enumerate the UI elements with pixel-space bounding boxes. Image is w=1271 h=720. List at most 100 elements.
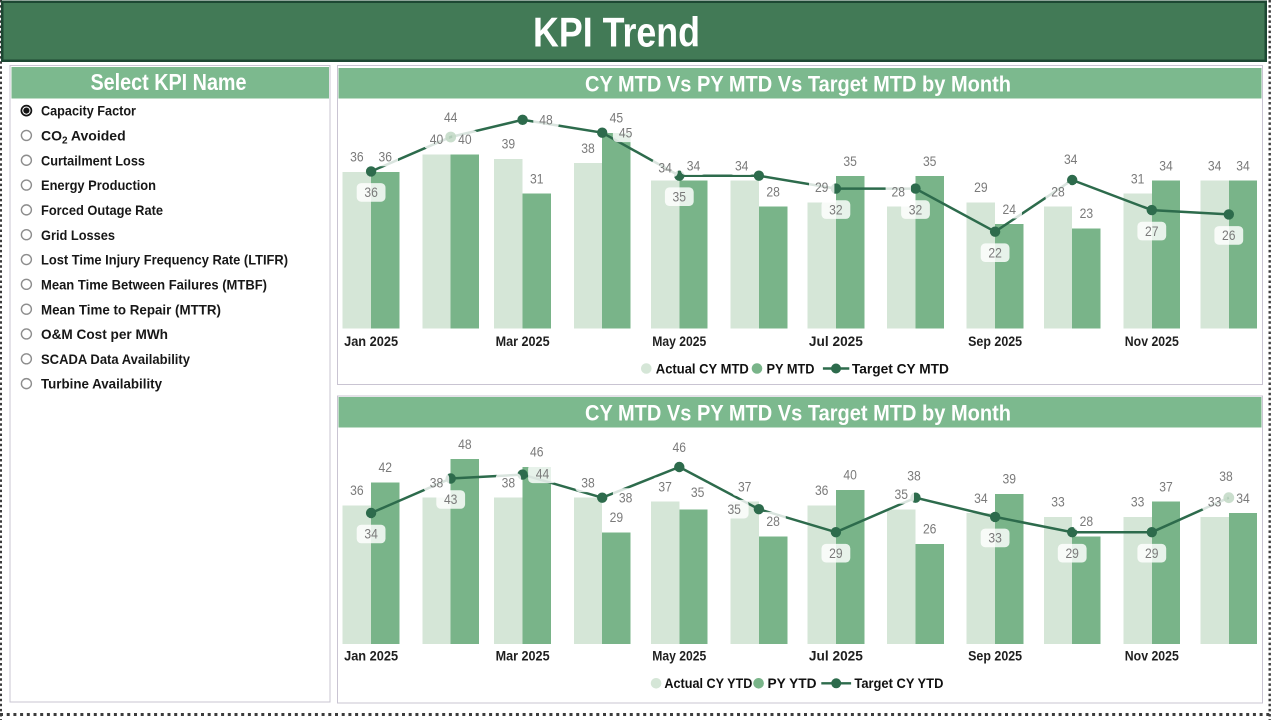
svg-text:39: 39	[1003, 472, 1017, 487]
svg-text:Mean Time Between Failures (MT: Mean Time Between Failures (MTBF)	[41, 276, 267, 292]
svg-text:40: 40	[843, 468, 857, 483]
svg-text:Capacity Factor: Capacity Factor	[41, 103, 136, 119]
svg-text:Select KPI Name: Select KPI Name	[91, 69, 247, 95]
svg-text:32: 32	[829, 202, 843, 217]
svg-text:29: 29	[610, 510, 624, 525]
svg-text:CY MTD Vs PY MTD Vs Target MTD: CY MTD Vs PY MTD Vs Target MTD by Month	[585, 401, 1011, 426]
svg-text:35: 35	[895, 487, 909, 502]
svg-text:36: 36	[350, 483, 364, 498]
svg-text:39: 39	[502, 137, 516, 152]
svg-text:Curtailment Loss: Curtailment Loss	[41, 152, 145, 168]
svg-text:29: 29	[1065, 546, 1079, 561]
svg-text:38: 38	[581, 475, 595, 490]
svg-text:40: 40	[458, 132, 472, 147]
svg-text:Target CY MTD: Target CY MTD	[852, 360, 949, 376]
svg-text:36: 36	[350, 150, 364, 165]
svg-text:34: 34	[687, 158, 701, 173]
svg-text:35: 35	[843, 154, 857, 169]
svg-text:32: 32	[909, 202, 923, 217]
svg-text:Sep 2025: Sep 2025	[968, 333, 1022, 349]
svg-text:43: 43	[444, 492, 458, 507]
svg-text:34: 34	[974, 491, 988, 506]
svg-text:33: 33	[1208, 495, 1222, 510]
svg-text:Mar 2025: Mar 2025	[496, 333, 550, 349]
svg-text:35: 35	[923, 154, 937, 169]
svg-text:34: 34	[1208, 158, 1222, 173]
svg-text:34: 34	[364, 527, 378, 542]
svg-text:46: 46	[530, 445, 544, 460]
svg-text:Target CY YTD: Target CY YTD	[854, 675, 943, 691]
svg-text:40: 40	[430, 132, 444, 147]
svg-text:34: 34	[1064, 152, 1078, 167]
svg-text:31: 31	[1131, 171, 1145, 186]
svg-text:31: 31	[530, 171, 544, 186]
svg-text:27: 27	[1145, 224, 1159, 239]
svg-text:Actual CY MTD: Actual CY MTD	[656, 360, 749, 376]
svg-text:Forced Outage Rate: Forced Outage Rate	[41, 202, 163, 218]
svg-text:Jul 2025: Jul 2025	[809, 333, 863, 349]
svg-text:Nov 2025: Nov 2025	[1125, 333, 1179, 349]
svg-text:28: 28	[766, 514, 780, 529]
svg-text:Mean Time to Repair (MTTR): Mean Time to Repair (MTTR)	[41, 301, 221, 317]
svg-text:36: 36	[379, 150, 393, 165]
svg-text:24: 24	[1003, 202, 1017, 217]
svg-text:23: 23	[1080, 206, 1094, 221]
svg-text:Grid Losses: Grid Losses	[41, 227, 115, 243]
svg-text:CY MTD Vs PY MTD Vs Target MTD: CY MTD Vs PY MTD Vs Target MTD by Month	[585, 71, 1011, 96]
svg-text:48: 48	[458, 437, 472, 452]
svg-text:29: 29	[829, 546, 843, 561]
svg-text:May 2025: May 2025	[652, 648, 706, 664]
svg-text:Jul 2025: Jul 2025	[809, 648, 863, 664]
svg-text:28: 28	[766, 184, 780, 199]
svg-text:33: 33	[1051, 495, 1065, 510]
svg-text:PY MTD: PY MTD	[767, 360, 815, 376]
svg-text:36: 36	[815, 483, 829, 498]
svg-text:37: 37	[658, 479, 672, 494]
svg-text:22: 22	[988, 245, 1002, 260]
svg-text:35: 35	[691, 485, 705, 500]
svg-text:35: 35	[727, 502, 741, 517]
svg-text:33: 33	[1131, 495, 1145, 510]
svg-text:28: 28	[892, 184, 906, 199]
svg-text:48: 48	[539, 113, 553, 128]
svg-text:KPI Trend: KPI Trend	[533, 9, 700, 56]
svg-text:O&M Cost per MWh: O&M Cost per MWh	[41, 326, 168, 342]
svg-text:37: 37	[738, 479, 752, 494]
svg-text:35: 35	[673, 189, 687, 204]
svg-text:36: 36	[364, 185, 378, 200]
svg-text:46: 46	[673, 440, 687, 455]
svg-text:34: 34	[735, 158, 749, 173]
svg-text:33: 33	[988, 531, 1002, 546]
svg-text:Sep 2025: Sep 2025	[968, 648, 1022, 664]
svg-text:29: 29	[815, 180, 829, 195]
svg-text:29: 29	[1145, 546, 1159, 561]
svg-text:45: 45	[610, 111, 624, 126]
svg-text:29: 29	[974, 180, 988, 195]
svg-text:28: 28	[1080, 514, 1094, 529]
svg-text:38: 38	[502, 475, 516, 490]
svg-text:Jan 2025: Jan 2025	[344, 333, 398, 349]
svg-text:34: 34	[1159, 158, 1173, 173]
svg-text:Energy Production: Energy Production	[41, 177, 156, 193]
svg-text:Mar 2025: Mar 2025	[496, 648, 550, 664]
svg-text:37: 37	[1159, 479, 1173, 494]
svg-text:SCADA Data Availability: SCADA Data Availability	[41, 351, 190, 367]
svg-text:34: 34	[1236, 158, 1250, 173]
svg-text:38: 38	[1219, 469, 1233, 484]
svg-text:Lost Time Injury Frequency Rat: Lost Time Injury Frequency Rate (LTIFR)	[41, 252, 288, 268]
svg-text:26: 26	[1222, 228, 1236, 243]
svg-text:38: 38	[907, 469, 921, 484]
svg-text:45: 45	[619, 125, 633, 140]
svg-text:38: 38	[430, 475, 444, 490]
svg-text:Jan 2025: Jan 2025	[344, 648, 398, 664]
svg-text:42: 42	[379, 460, 393, 475]
svg-text:38: 38	[581, 141, 595, 156]
svg-text:Nov 2025: Nov 2025	[1125, 648, 1179, 664]
svg-text:Actual CY YTD: Actual CY YTD	[664, 675, 752, 691]
svg-text:PY YTD: PY YTD	[768, 675, 817, 691]
svg-text:May 2025: May 2025	[652, 333, 706, 349]
svg-text:Turbine Availability: Turbine Availability	[41, 376, 162, 392]
svg-text:34: 34	[1236, 491, 1250, 506]
svg-text:38: 38	[619, 490, 633, 505]
svg-text:26: 26	[923, 522, 937, 537]
